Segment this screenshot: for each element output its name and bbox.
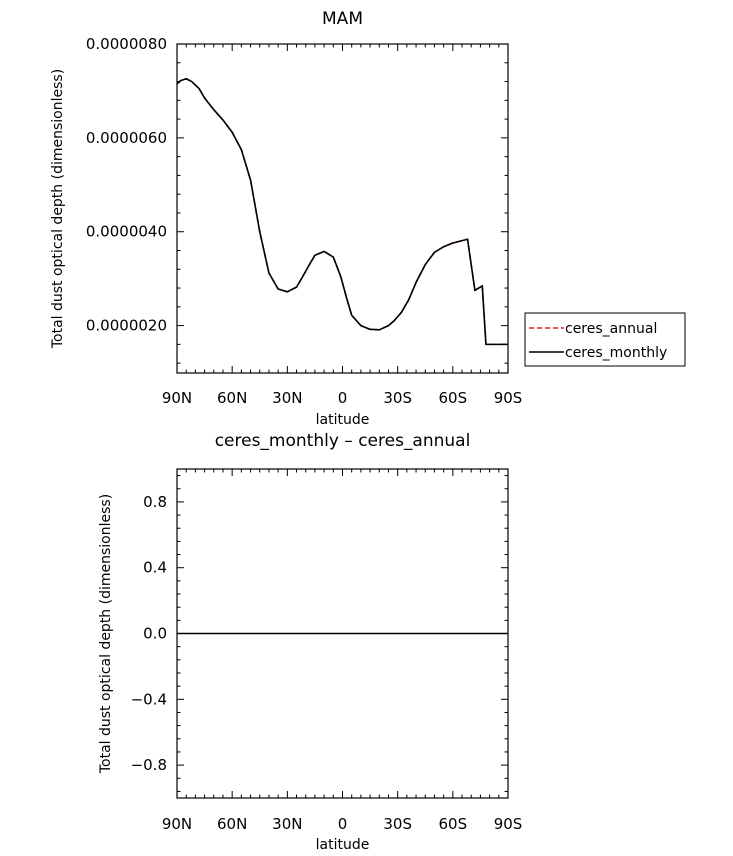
- x-tick-label: 30S: [383, 389, 412, 407]
- series-line-ceres-monthly: [176, 77, 508, 346]
- y-tick-label: 0.4: [143, 559, 167, 577]
- legend-label-ceres-annual: ceres_annual: [565, 321, 657, 337]
- legend-label-ceres-monthly: ceres_monthly: [565, 345, 667, 361]
- legend-box: [524, 312, 686, 367]
- y-tick-label: 0.8: [143, 493, 167, 511]
- x-tick-label: 60N: [217, 389, 247, 407]
- series-line-ceres-annual: [176, 77, 508, 346]
- chart-title: MAM: [322, 9, 363, 29]
- y-tick-label: 0.0000080: [86, 35, 167, 53]
- x-tick-label: 30N: [272, 389, 302, 407]
- x-axis-title: latitude: [316, 837, 370, 853]
- x-tick-label: 90N: [162, 389, 192, 407]
- x-tick-label: 90S: [494, 815, 523, 833]
- y-tick-label: 0.0: [143, 625, 167, 643]
- chart-title: ceres_monthly – ceres_annual: [215, 431, 471, 451]
- x-tick-label: 90N: [162, 815, 192, 833]
- x-tick-label: 60S: [439, 815, 468, 833]
- x-tick-label: 30S: [383, 815, 412, 833]
- x-tick-label: 60S: [439, 389, 468, 407]
- legend: ceres_annual ceres_monthly: [524, 312, 686, 367]
- x-tick-label: 0: [338, 815, 348, 833]
- y-tick-label: −0.4: [131, 690, 167, 708]
- x-axis-title: latitude: [316, 412, 370, 428]
- chart-panel-2: ceres_monthly – ceres_annual 90N 60N 30N 0 30…: [98, 431, 522, 853]
- y-axis-title: Total dust optical depth (dimensionless): [50, 69, 66, 349]
- x-tick-label: 60N: [217, 815, 247, 833]
- x-tick-label: 0: [338, 389, 348, 407]
- y-axis-title: Total dust optical depth (dimensionless): [98, 494, 114, 774]
- y-tick-label: 0.0000020: [86, 317, 167, 335]
- chart-panel-1: MAM 90N 60N 30N 0 30S 60S 90S 0.0000020 0.0000040…: [50, 9, 686, 428]
- y-tick-label: 0.0000060: [86, 129, 167, 147]
- x-tick-label: 90S: [494, 389, 523, 407]
- y-tick-label: −0.8: [131, 756, 167, 774]
- plot-frame: [176, 43, 509, 374]
- y-tick-label: 0.0000040: [86, 223, 167, 241]
- x-tick-label: 30N: [272, 815, 302, 833]
